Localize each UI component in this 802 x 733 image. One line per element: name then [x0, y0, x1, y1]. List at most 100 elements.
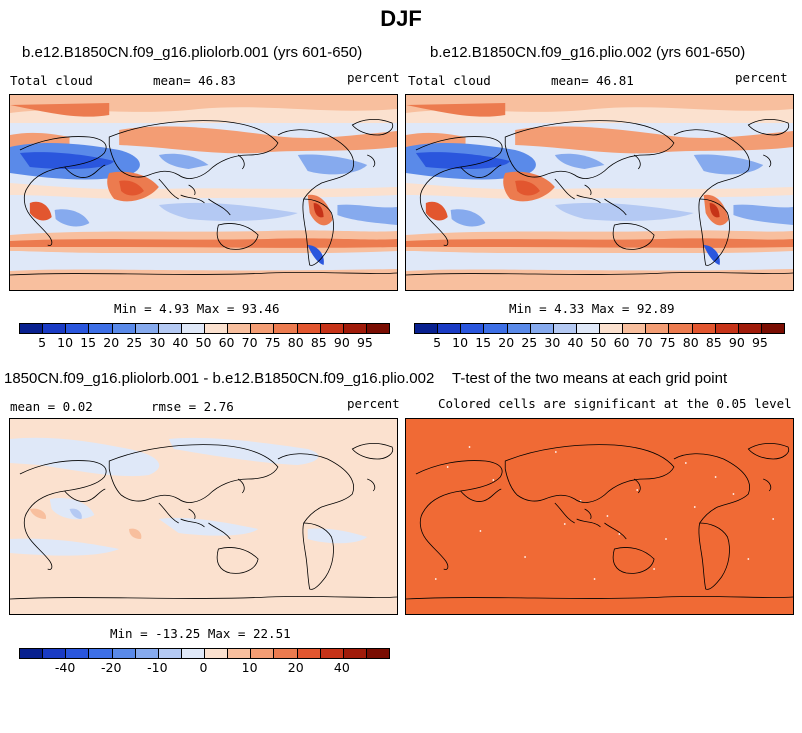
colorbar-swatch — [297, 649, 321, 658]
colorbar-tick-label: 0 — [199, 660, 208, 675]
colorbar-swatch — [343, 649, 367, 658]
map-ttest-svg — [406, 419, 793, 614]
panel-title-pliolorb: b.e12.B1850CN.f09_g16.pliolorb.001 (yrs … — [22, 44, 363, 61]
colorbar-swatch — [20, 324, 44, 333]
map-difference-svg — [10, 419, 397, 614]
colorbar-swatch — [228, 649, 252, 658]
map-ttest — [405, 418, 794, 615]
colorbar-tick-label: 75 — [659, 335, 676, 350]
colorbar-swatch — [646, 324, 670, 333]
colorbar-swatch — [274, 649, 298, 658]
colorbar-swatch — [112, 324, 136, 333]
units-label: percent — [347, 396, 400, 411]
colorbar-tick-label: 10 — [452, 335, 469, 350]
colorbar-swatch — [415, 324, 439, 333]
colorbar-tick-label: 10 — [241, 660, 258, 675]
colorbar-tick-label: 60 — [218, 335, 235, 350]
colorbar-tick-label: 15 — [475, 335, 492, 350]
colorbar-tick-label: -10 — [147, 660, 168, 675]
colorbar-diff — [19, 648, 390, 659]
colorbar-swatch — [66, 649, 90, 658]
panel-title-plio: b.e12.B1850CN.f09_g16.plio.002 (yrs 601-… — [430, 44, 746, 61]
colorbar-tick-label: -40 — [54, 660, 76, 675]
colorbar-swatch — [66, 324, 90, 333]
colorbar-tick-label: 30 — [544, 335, 561, 350]
colorbar-clim-right — [414, 323, 785, 334]
units-label: percent — [347, 70, 400, 85]
colorbar-tick-label: 70 — [241, 335, 258, 350]
colorbar-tick-label: 60 — [613, 335, 630, 350]
colorbar-swatch — [484, 324, 508, 333]
colorbar-tick-label: 5 — [38, 335, 47, 350]
colorbar-tick-label: 10 — [57, 335, 74, 350]
mean-label: mean= 46.81 — [551, 73, 634, 88]
colorbar-tick-label: 50 — [590, 335, 607, 350]
colorbar-tick-label: 20 — [287, 660, 304, 675]
mean-label: mean = 0.02 — [10, 399, 93, 414]
colorbar-tick-label: 15 — [80, 335, 97, 350]
colorbar-tick-label: 75 — [264, 335, 281, 350]
minmax-label: Min = 4.93 Max = 93.46 — [114, 301, 280, 316]
colorbar-swatch — [761, 324, 784, 333]
variable-label: Total cloud — [10, 73, 93, 88]
colorbar-swatch — [89, 324, 113, 333]
map-pliolorb — [9, 94, 398, 291]
ttest-subtitle: Colored cells are significant at the 0.0… — [438, 396, 792, 411]
colorbar-swatch — [158, 649, 182, 658]
colorbar-tick-label: 95 — [751, 335, 768, 350]
colorbar-tick-label: 20 — [103, 335, 120, 350]
colorbar-tick-label: 40 — [172, 335, 189, 350]
colorbar-swatch — [669, 324, 693, 333]
colorbar-swatch — [135, 649, 159, 658]
variable-label: Total cloud — [408, 73, 491, 88]
colorbar-tick-label: 5 — [433, 335, 442, 350]
colorbar-tick-label: 20 — [498, 335, 515, 350]
colorbar-swatch — [112, 649, 136, 658]
colorbar-swatch — [576, 324, 600, 333]
colorbar-swatch — [343, 324, 367, 333]
colorbar-swatch — [43, 649, 67, 658]
colorbar-swatch — [205, 324, 229, 333]
colorbar-swatch — [181, 649, 205, 658]
colorbar-tick-label: 40 — [567, 335, 584, 350]
page-title: DJF — [380, 6, 422, 31]
rmse-label: rmse = 2.76 — [151, 399, 234, 414]
colorbar-tick-label: 80 — [682, 335, 699, 350]
colorbar-swatch — [20, 649, 44, 658]
colorbar-clim-left — [19, 323, 390, 334]
colorbar-swatch — [89, 649, 113, 658]
minmax-label: Min = -13.25 Max = 22.51 — [110, 626, 291, 641]
colorbar-swatch — [251, 649, 275, 658]
colorbar-swatch — [181, 324, 205, 333]
colorbar-tick-label: 80 — [287, 335, 304, 350]
colorbar-swatch — [600, 324, 624, 333]
colorbar-swatch — [461, 324, 485, 333]
colorbar-swatch — [530, 324, 554, 333]
colorbar-swatch — [692, 324, 716, 333]
map-plio — [405, 94, 794, 291]
colorbar-swatch — [507, 324, 531, 333]
colorbar-swatch — [438, 324, 462, 333]
map-pliolorb-svg — [10, 95, 397, 290]
colorbar-swatch — [297, 324, 321, 333]
colorbar-tick-label: 95 — [356, 335, 373, 350]
colorbar-swatch — [205, 649, 229, 658]
colorbar-swatch — [43, 324, 67, 333]
panel-title-ttest: T-test of the two means at each grid poi… — [452, 370, 728, 387]
map-difference — [9, 418, 398, 615]
colorbar-tick-label: 50 — [195, 335, 212, 350]
colorbar-swatch — [135, 324, 159, 333]
colorbar-tick-label: -20 — [101, 660, 122, 675]
map-plio-svg — [406, 95, 793, 290]
colorbar-swatch — [553, 324, 577, 333]
colorbar-swatch — [738, 324, 762, 333]
colorbar-tick-label: 90 — [333, 335, 350, 350]
colorbar-swatch — [623, 324, 647, 333]
colorbar-swatch — [158, 324, 182, 333]
minmax-label: Min = 4.33 Max = 92.89 — [509, 301, 675, 316]
colorbar-tick-label: 70 — [636, 335, 653, 350]
mean-label: mean= 46.83 — [153, 73, 236, 88]
colorbar-swatch — [366, 324, 389, 333]
colorbar-tick-label: 30 — [149, 335, 166, 350]
colorbar-tick-label: 85 — [310, 335, 327, 350]
